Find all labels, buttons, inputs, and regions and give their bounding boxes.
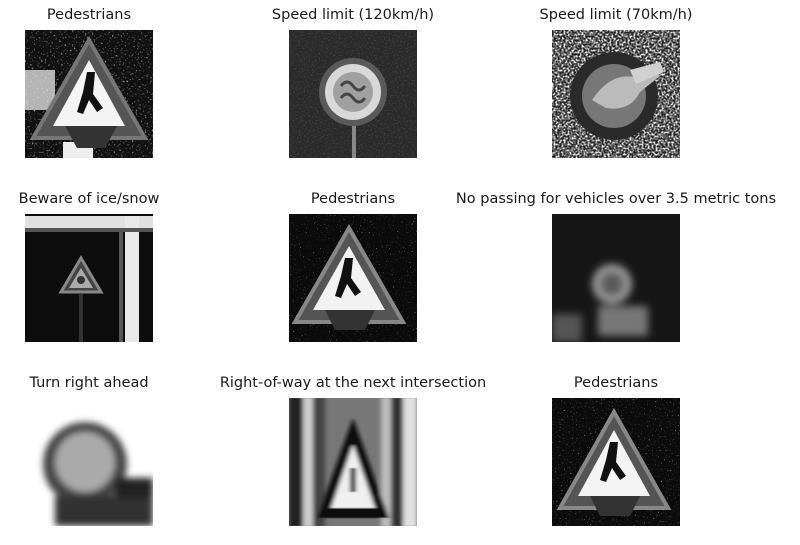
image-title: Pedestrians xyxy=(573,375,659,391)
sign-image xyxy=(25,398,153,526)
sign-image xyxy=(552,30,680,158)
image-title: Beware of ice/snow xyxy=(18,191,160,207)
sign-image xyxy=(552,398,680,526)
sign-image xyxy=(289,214,417,342)
sign-image xyxy=(25,214,153,342)
sign-image xyxy=(25,30,153,158)
sign-image xyxy=(552,214,680,342)
image-title: No passing for vehicles over 3.5 metric … xyxy=(455,191,777,207)
image-title: Pedestrians xyxy=(310,191,396,207)
sign-image xyxy=(289,30,417,158)
image-title: Speed limit (120km/h) xyxy=(271,7,435,23)
image-title: Right-of-way at the next intersection xyxy=(219,375,487,391)
image-title: Pedestrians xyxy=(46,7,132,23)
image-title: Turn right ahead xyxy=(29,375,149,391)
image-title: Speed limit (70km/h) xyxy=(539,7,693,23)
sign-image xyxy=(289,398,417,526)
